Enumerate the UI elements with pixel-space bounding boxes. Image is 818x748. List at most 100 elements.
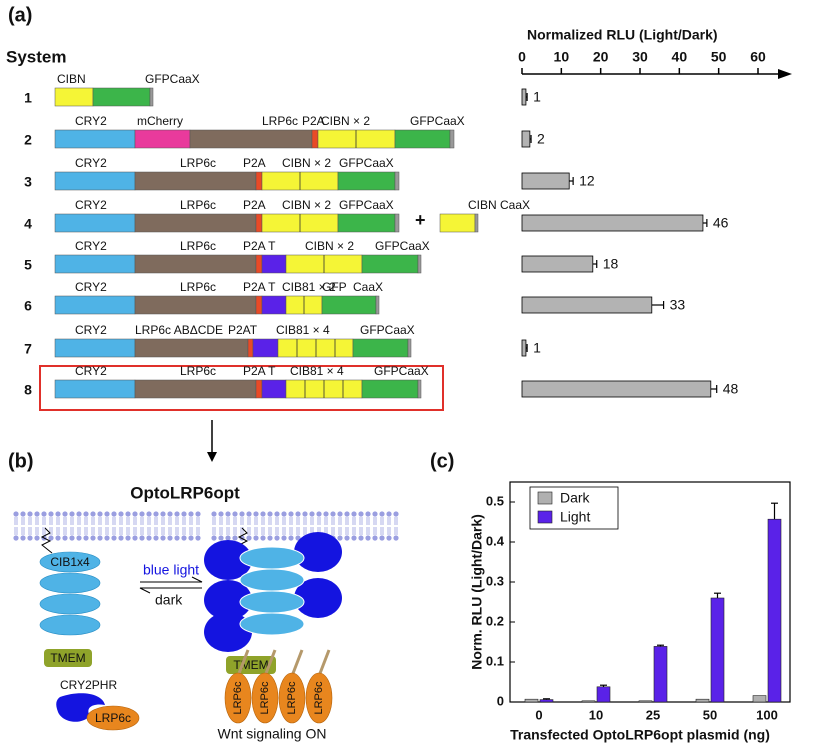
lipid-tail: [359, 517, 363, 535]
panel-label: (b): [8, 450, 34, 472]
construct-label: P2A T: [243, 239, 276, 253]
lrp6c: [86, 705, 140, 731]
lipid: [281, 511, 287, 517]
lipid-tail: [324, 517, 328, 535]
lipid-tail: [226, 517, 230, 535]
bar: [521, 296, 653, 314]
lipid: [195, 535, 201, 541]
diagram-title: OptoLRP6opt: [130, 483, 240, 502]
lipid: [302, 511, 308, 517]
value-label: 1: [533, 89, 541, 105]
lipid-tail: [233, 517, 237, 535]
row-number: 2: [24, 132, 32, 148]
value-label: 18: [603, 256, 619, 272]
segment: [255, 171, 263, 191]
lipid: [48, 535, 54, 541]
construct-label: CIBN: [57, 72, 86, 86]
construct-label: GFPCaaX: [374, 364, 429, 378]
segment: [407, 338, 412, 358]
segment: [261, 295, 287, 315]
bar: [521, 380, 712, 398]
lrp-label: LRP6c: [232, 681, 244, 715]
lipid-tail: [240, 517, 244, 535]
cib-domain: [239, 546, 305, 570]
construct-label: LRP6c: [262, 114, 298, 128]
tmem: [44, 649, 92, 667]
cry-label: CRY2PHR: [60, 678, 117, 692]
lipid: [260, 535, 266, 541]
lipid: [62, 535, 68, 541]
lipid: [132, 511, 138, 517]
construct-label: CRY2: [75, 198, 107, 212]
lipid-tail: [133, 517, 137, 535]
y-tick-label: 0.2: [486, 613, 504, 628]
lipid-tail: [387, 517, 391, 535]
lipid-tail: [310, 517, 314, 535]
construct-label: CaaX: [353, 280, 383, 294]
cib-domain: [239, 568, 305, 592]
lipid: [288, 511, 294, 517]
construct-label: LRP6c: [180, 198, 216, 212]
lipid-tail: [268, 517, 272, 535]
segment: [54, 295, 136, 315]
lipid-tail: [140, 517, 144, 535]
construct-label: CRY2: [75, 239, 107, 253]
bar: [521, 255, 594, 273]
segment: [439, 213, 476, 233]
x-tick-label: 50: [703, 707, 717, 722]
lipid-tail: [56, 517, 60, 535]
segment: [474, 213, 479, 233]
lipid: [97, 535, 103, 541]
lipid-tail: [28, 517, 32, 535]
cry2: [294, 578, 342, 618]
lipid: [41, 511, 47, 517]
lrp-label: LRP6c: [313, 681, 325, 715]
lipid: [167, 511, 173, 517]
segment: [54, 129, 136, 149]
legend-swatch: [537, 510, 553, 524]
lipid-tail: [261, 517, 265, 535]
lipid-tail: [189, 517, 193, 535]
construct-label: CIBN × 2: [305, 239, 354, 253]
lipid: [76, 535, 82, 541]
lipid: [34, 535, 40, 541]
lipid: [27, 511, 33, 517]
cry2: [204, 540, 252, 580]
construct-label: P2A: [302, 114, 325, 128]
lipid: [146, 535, 152, 541]
lipid-tail: [282, 517, 286, 535]
row-number: 6: [24, 298, 32, 314]
segment: [394, 213, 400, 233]
linker: [236, 649, 250, 677]
construct-label: GFPCaaX: [360, 323, 415, 337]
lipid: [372, 511, 378, 517]
lipid: [181, 511, 187, 517]
lipid-tail: [394, 517, 398, 535]
lipid: [153, 511, 159, 517]
panel-label: (c): [430, 450, 454, 472]
lipid: [48, 511, 54, 517]
lipid: [337, 511, 343, 517]
lipid: [181, 535, 187, 541]
x-tick-label: 10: [554, 49, 570, 65]
bar: [521, 339, 527, 357]
lipid-tail: [254, 517, 258, 535]
bar: [710, 597, 725, 703]
segment: [417, 254, 422, 274]
chart-title: Normalized RLU (Light/Dark): [527, 27, 718, 43]
construct-label: CRY2: [75, 280, 107, 294]
tmem: [226, 656, 276, 674]
x-tick-label: 0: [535, 707, 542, 722]
segment: [394, 171, 400, 191]
system-title: System: [6, 47, 66, 66]
x-axis-label: Transfected OptoLRP6opt plasmid (ng): [510, 727, 770, 743]
lipid-tail: [182, 517, 186, 535]
lipid: [90, 511, 96, 517]
lipid: [225, 511, 231, 517]
lipid-tail: [317, 517, 321, 535]
lipid: [379, 511, 385, 517]
segment: [255, 295, 263, 315]
construct-label: mCherry: [137, 114, 183, 128]
lipid: [132, 535, 138, 541]
